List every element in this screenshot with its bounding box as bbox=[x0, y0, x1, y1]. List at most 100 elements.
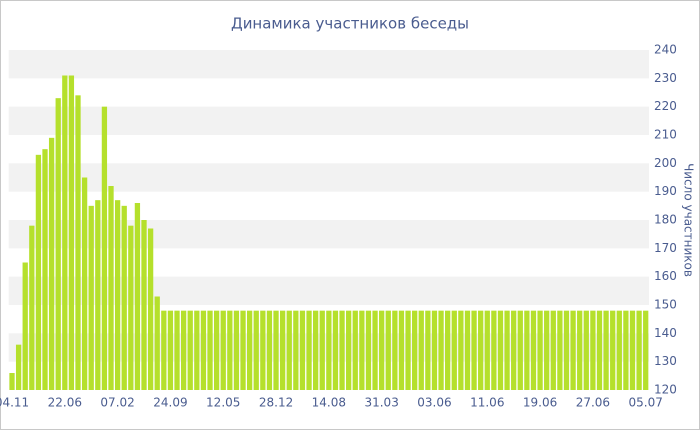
bar bbox=[75, 95, 81, 390]
bar bbox=[15, 344, 22, 390]
x-tick-label: 14.08 bbox=[312, 396, 346, 410]
bar bbox=[530, 310, 537, 390]
grid-band bbox=[8, 106, 649, 135]
bar bbox=[544, 310, 550, 390]
bar bbox=[220, 310, 226, 390]
x-tick-label: 22.06 bbox=[48, 396, 82, 410]
bar bbox=[590, 310, 596, 390]
bar bbox=[425, 310, 431, 390]
bar bbox=[62, 75, 68, 390]
bar bbox=[246, 310, 253, 390]
bar bbox=[108, 186, 114, 390]
bar bbox=[147, 228, 154, 390]
bar bbox=[346, 310, 352, 390]
y-tick-label: 190 bbox=[654, 184, 677, 198]
bar bbox=[207, 310, 213, 390]
bar bbox=[227, 310, 233, 390]
bar bbox=[491, 310, 497, 390]
bar bbox=[557, 310, 563, 390]
bar bbox=[48, 137, 55, 390]
bar bbox=[517, 310, 523, 390]
bar bbox=[412, 310, 418, 390]
bar bbox=[313, 310, 319, 390]
bar bbox=[339, 310, 345, 390]
bar bbox=[431, 310, 438, 390]
bar bbox=[497, 310, 504, 390]
bar bbox=[22, 262, 28, 390]
bar bbox=[187, 310, 193, 390]
bar bbox=[359, 310, 365, 390]
bar bbox=[141, 220, 147, 390]
bar bbox=[504, 310, 510, 390]
bar bbox=[511, 310, 517, 390]
y-tick-label: 210 bbox=[654, 128, 677, 142]
bar bbox=[537, 310, 543, 390]
bar bbox=[154, 296, 160, 390]
y-tick-label: 220 bbox=[654, 99, 677, 113]
bar bbox=[81, 177, 88, 390]
x-tick-label: 05.07 bbox=[629, 396, 663, 410]
x-tick-label: 28.12 bbox=[259, 396, 293, 410]
bar bbox=[167, 310, 174, 390]
bar bbox=[365, 310, 372, 390]
bar bbox=[233, 310, 240, 390]
bar bbox=[563, 310, 570, 390]
x-tick-label: 07.02 bbox=[100, 396, 134, 410]
bar bbox=[174, 310, 180, 390]
bar bbox=[29, 225, 35, 390]
bar bbox=[161, 310, 167, 390]
y-tick-label: 130 bbox=[654, 354, 677, 368]
bar bbox=[128, 225, 134, 390]
bar bbox=[286, 310, 292, 390]
x-tick-label: 19.06 bbox=[523, 396, 557, 410]
bar bbox=[280, 310, 286, 390]
x-tick-label: 03.06 bbox=[417, 396, 451, 410]
bar bbox=[445, 310, 451, 390]
grid-band bbox=[8, 50, 649, 79]
bar bbox=[570, 310, 576, 390]
bar bbox=[379, 310, 385, 390]
bar bbox=[114, 200, 121, 390]
bar bbox=[260, 310, 266, 390]
bar bbox=[484, 310, 490, 390]
bar bbox=[200, 310, 207, 390]
bar bbox=[418, 310, 424, 390]
y-tick-label: 200 bbox=[654, 156, 677, 170]
bar bbox=[583, 310, 589, 390]
bar bbox=[55, 98, 61, 391]
bar bbox=[266, 310, 273, 390]
y-tick-label: 140 bbox=[654, 326, 677, 340]
bar bbox=[405, 310, 411, 390]
bar bbox=[319, 310, 325, 390]
bar bbox=[643, 310, 649, 390]
bar bbox=[121, 205, 127, 390]
bar bbox=[95, 200, 101, 390]
bar bbox=[610, 310, 616, 390]
bar bbox=[372, 310, 378, 390]
bar bbox=[438, 310, 444, 390]
bar bbox=[524, 310, 530, 390]
bar bbox=[68, 75, 75, 390]
bar bbox=[88, 205, 94, 390]
bar bbox=[240, 310, 246, 390]
x-tick-label: 31.03 bbox=[364, 396, 398, 410]
bar bbox=[332, 310, 339, 390]
y-axis-label: Число участников bbox=[682, 163, 696, 277]
bar bbox=[253, 310, 259, 390]
x-tick-label: 04.11 bbox=[0, 396, 29, 410]
bar bbox=[326, 310, 332, 390]
bar bbox=[9, 373, 15, 390]
bar bbox=[478, 310, 484, 390]
bar bbox=[464, 310, 471, 390]
bar bbox=[35, 154, 42, 390]
bar bbox=[550, 310, 556, 390]
bar bbox=[385, 310, 391, 390]
bar bbox=[134, 203, 141, 390]
bar bbox=[636, 310, 642, 390]
bar bbox=[101, 106, 108, 391]
bar bbox=[629, 310, 636, 390]
y-tick-label: 170 bbox=[654, 241, 677, 255]
y-tick-label: 120 bbox=[654, 383, 677, 397]
bar bbox=[596, 310, 603, 390]
